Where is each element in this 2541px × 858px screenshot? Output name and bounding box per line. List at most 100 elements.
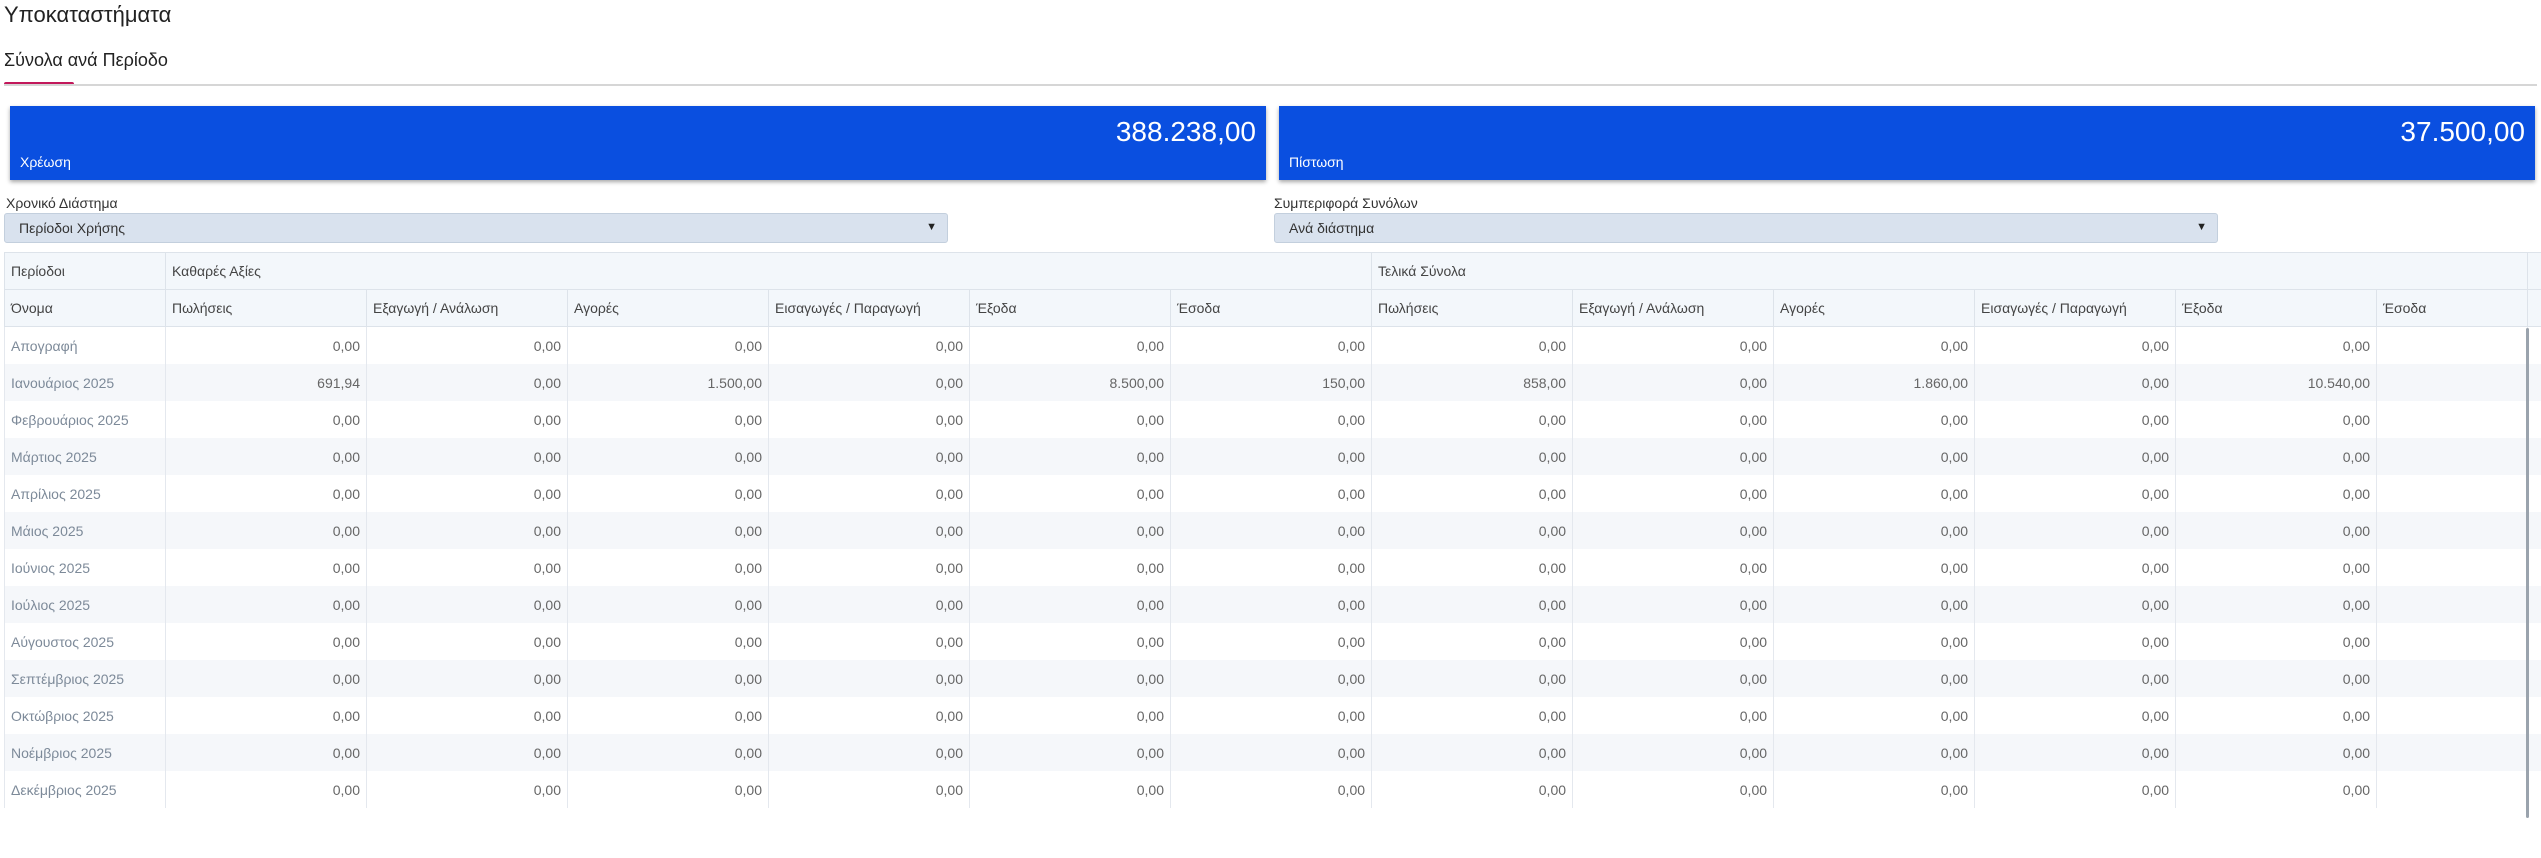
table-row[interactable]: Ιανουάριος 2025 691,94 0,00 1.500,00 0,00 8.5… [4, 364, 2541, 401]
table-cell: 0,00 [1169, 697, 1372, 734]
table-scrollbar[interactable] [2526, 328, 2529, 818]
table-cell: 0,00 [1371, 401, 1573, 438]
table-cell: 0,00 [1169, 512, 1372, 549]
table-row[interactable]: Ιούλιος 2025 0,00 0,00 0,00 0,00 0,00 0,00 0,00… [4, 586, 2541, 623]
table-cell: 8.500,00 [969, 364, 1171, 401]
table-cell: 0,00 [969, 475, 1171, 512]
table-cell: 0,00 [2175, 401, 2377, 438]
table-cell: 0,00 [969, 623, 1171, 660]
table-cell: 0,00 [366, 326, 568, 364]
table-cell: 0,00 [768, 660, 970, 697]
group-header-net-values: Καθαρές Αξίες [164, 252, 1373, 290]
table-cell [2376, 549, 2528, 586]
column-header[interactable]: Έξοδα [969, 289, 1171, 327]
column-header[interactable]: Έξοδα [2175, 289, 2378, 327]
table-cell: 0,00 [969, 549, 1171, 586]
table-cell: 0,00 [1169, 326, 1372, 364]
table-row[interactable]: Νοέμβριος 2025 0,00 0,00 0,00 0,00 0,00 0,00 0,… [4, 734, 2541, 771]
credit-card: 37.500,00 Πίστωση [1279, 106, 2535, 180]
period-name-cell: Απογραφή [4, 326, 166, 364]
row-spacer [2527, 549, 2541, 586]
table-cell: 0,00 [567, 438, 769, 475]
table-row[interactable]: Μάρτιος 2025 0,00 0,00 0,00 0,00 0,00 0,00 0,00… [4, 438, 2541, 475]
table-cell: 0,00 [567, 660, 769, 697]
row-spacer [2527, 734, 2541, 771]
column-header[interactable]: Αγορές [1773, 289, 1976, 327]
table-cell: 0,00 [1773, 475, 1975, 512]
column-header[interactable]: Όνομα [4, 289, 166, 327]
table-cell: 0,00 [366, 512, 568, 549]
table-cell: 0,00 [1773, 734, 1975, 771]
period-name-cell: Οκτώβριος 2025 [4, 697, 166, 734]
column-header[interactable]: Εξαγωγή / Ανάλωση [366, 289, 568, 327]
table-cell: 0,00 [567, 623, 769, 660]
header-spacer [2527, 252, 2541, 290]
table-cell: 0,00 [1371, 475, 1573, 512]
table-cell: 0,00 [165, 660, 367, 697]
chevron-down-icon: ▼ [926, 221, 937, 233]
table-cell: 0,00 [165, 512, 367, 549]
column-header[interactable]: Εισαγωγές / Παραγωγή [768, 289, 970, 327]
table-cell: 0,00 [1371, 512, 1573, 549]
table-cell: 0,00 [1371, 623, 1573, 660]
row-spacer [2527, 697, 2541, 734]
column-header[interactable]: Εισαγωγές / Παραγωγή [1974, 289, 2177, 327]
table-cell: 0,00 [1572, 549, 1774, 586]
table-row[interactable]: Απρίλιος 2025 0,00 0,00 0,00 0,00 0,00 0,00 0,0… [4, 475, 2541, 512]
table-cell: 0,00 [165, 326, 367, 364]
table-cell: 0,00 [2175, 697, 2377, 734]
table-row[interactable]: Μάιος 2025 0,00 0,00 0,00 0,00 0,00 0,00 0,00 0,… [4, 512, 2541, 549]
table-cell: 0,00 [1773, 623, 1975, 660]
table-row[interactable]: Απογραφή 0,00 0,00 0,00 0,00 0,00 0,00 0,00 0,00… [4, 326, 2541, 364]
column-header[interactable]: Έσοδα [1169, 289, 1373, 327]
tab-divider [4, 84, 2537, 86]
period-name-cell: Νοέμβριος 2025 [4, 734, 166, 771]
behavior-select[interactable]: Ανά διάστημα ▼ [1274, 213, 2218, 243]
period-select[interactable]: Περίοδοι Χρήσης ▼ [4, 213, 948, 243]
table-cell: 0,00 [768, 364, 970, 401]
row-spacer [2527, 771, 2541, 808]
column-header[interactable]: Εξαγωγή / Ανάλωση [1572, 289, 1775, 327]
period-name-cell: Σεπτέμβριος 2025 [4, 660, 166, 697]
table-row[interactable]: Οκτώβριος 2025 0,00 0,00 0,00 0,00 0,00 0,00 0,… [4, 697, 2541, 734]
table-row[interactable]: Σεπτέμβριος 2025 0,00 0,00 0,00 0,00 0,00 0,00… [4, 660, 2541, 697]
column-header[interactable]: Πωλήσεις [165, 289, 367, 327]
table-cell: 0,00 [969, 734, 1171, 771]
column-header-row: Όνομα Πωλήσεις Εξαγωγή / Ανάλωση Αγορές Εισα… [4, 289, 2541, 327]
row-spacer [2527, 586, 2541, 623]
column-header[interactable]: Πωλήσεις [1371, 289, 1574, 327]
table-cell: 0,00 [1371, 586, 1573, 623]
table-row[interactable]: Ιούνιος 2025 0,00 0,00 0,00 0,00 0,00 0,00 0,00… [4, 549, 2541, 586]
table-cell: 0,00 [165, 623, 367, 660]
period-name-cell: Αύγουστος 2025 [4, 623, 166, 660]
table-cell [2376, 734, 2528, 771]
table-row[interactable]: Δεκέμβριος 2025 0,00 0,00 0,00 0,00 0,00 0,00 0… [4, 771, 2541, 808]
table-cell: 0,00 [1974, 660, 2176, 697]
table-row[interactable]: Αύγουστος 2025 0,00 0,00 0,00 0,00 0,00 0,00 0,… [4, 623, 2541, 660]
table-cell: 0,00 [768, 549, 970, 586]
column-header[interactable]: Έσοδα [2376, 289, 2529, 327]
period-name-cell: Δεκέμβριος 2025 [4, 771, 166, 808]
table-cell: 0,00 [567, 549, 769, 586]
debit-card: 388.238,00 Χρέωση [10, 106, 1266, 180]
chevron-down-icon: ▼ [2196, 221, 2207, 233]
tab-totals-by-period[interactable]: Σύνολα ανά Περίοδο [4, 50, 168, 70]
table-cell: 0,00 [567, 326, 769, 364]
table-cell: 0,00 [1773, 660, 1975, 697]
row-spacer [2527, 326, 2541, 364]
table-cell: 0,00 [567, 586, 769, 623]
column-header[interactable]: Αγορές [567, 289, 769, 327]
table-row[interactable]: Φεβρουάριος 2025 0,00 0,00 0,00 0,00 0,00 0,00… [4, 401, 2541, 438]
table-cell: 0,00 [1572, 326, 1774, 364]
period-name-cell: Απρίλιος 2025 [4, 475, 166, 512]
table-cell: 0,00 [567, 401, 769, 438]
table-cell: 0,00 [2175, 475, 2377, 512]
table-cell: 0,00 [366, 660, 568, 697]
table-cell: 0,00 [1572, 734, 1774, 771]
table-cell: 0,00 [165, 438, 367, 475]
table-cell: 0,00 [165, 734, 367, 771]
table-cell [2376, 438, 2528, 475]
table-cell: 0,00 [1572, 438, 1774, 475]
table-cell [2376, 364, 2528, 401]
row-spacer [2527, 623, 2541, 660]
